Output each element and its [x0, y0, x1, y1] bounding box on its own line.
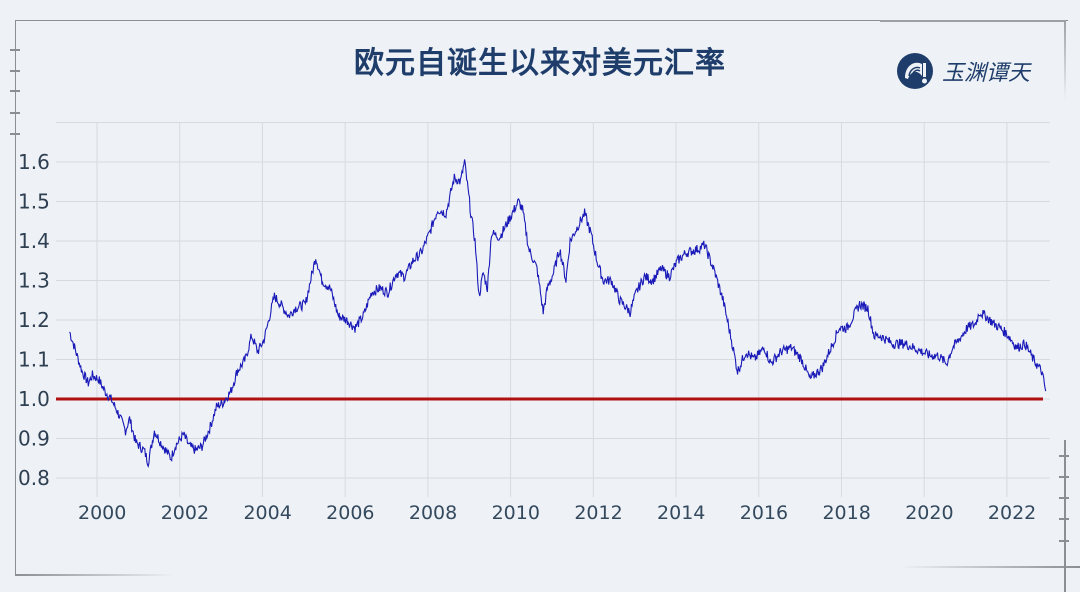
yuyuan-tantian-logo-icon	[897, 53, 933, 89]
x-tick-label: 2022	[988, 502, 1036, 524]
y-axis-labels: 0.8 0.9 1.0 1.1 1.2 1.3 1.4 1.5 1.6	[18, 150, 50, 490]
frame-decoration-right-lower	[1064, 440, 1066, 592]
x-tick-label: 2018	[822, 502, 870, 524]
frame-decoration-right-upper	[1064, 20, 1066, 100]
x-tick-label: 2000	[78, 502, 126, 524]
frame-tick	[10, 70, 20, 72]
x-tick-label: 2010	[492, 502, 540, 524]
frame-decoration-bottom-right	[900, 566, 1080, 568]
frame-tick	[10, 133, 20, 135]
frame-tick	[10, 112, 20, 114]
frame-tick	[10, 49, 20, 51]
x-tick-label: 2004	[243, 502, 291, 524]
y-tick-label: 0.8	[18, 466, 50, 490]
grid-lines	[56, 122, 1050, 497]
frame-tick	[1059, 476, 1069, 478]
x-tick-label: 2014	[657, 502, 705, 524]
x-tick-label: 2002	[161, 502, 209, 524]
y-tick-label: 1.4	[18, 229, 50, 253]
frame-tick	[10, 90, 20, 92]
y-tick-label: 1.5	[18, 190, 50, 214]
logo-text: 玉渊谭天	[942, 61, 1031, 86]
x-tick-label: 2006	[326, 502, 374, 524]
y-tick-label: 1.0	[18, 387, 50, 411]
frame-tick	[1059, 497, 1069, 499]
frame-tick	[1059, 518, 1069, 520]
x-tick-label: 2016	[740, 502, 788, 524]
y-tick-label: 1.2	[18, 308, 50, 332]
frame-tick	[1059, 455, 1069, 457]
x-axis-labels: 2000 2002 2004 2006 2008 2010 2012 2014 2016 2018…	[78, 502, 1036, 524]
chart-title: 欧元自诞生以来对美元汇率	[354, 46, 726, 81]
y-tick-label: 0.9	[18, 427, 50, 451]
y-tick-label: 1.3	[18, 269, 50, 293]
eur-usd-series-line	[69, 159, 1047, 468]
chart-frame	[15, 20, 1068, 575]
x-tick-label: 2008	[409, 502, 457, 524]
y-tick-label: 1.1	[18, 348, 50, 372]
x-tick-label: 2020	[905, 502, 953, 524]
frame-tick	[1059, 540, 1069, 542]
brand-logo: 玉渊谭天	[896, 52, 1030, 90]
frame-decoration-top-right	[880, 20, 1066, 22]
y-tick-label: 1.6	[18, 150, 50, 174]
x-tick-label: 2012	[574, 502, 622, 524]
frame-decoration-bottom-left	[15, 574, 175, 576]
